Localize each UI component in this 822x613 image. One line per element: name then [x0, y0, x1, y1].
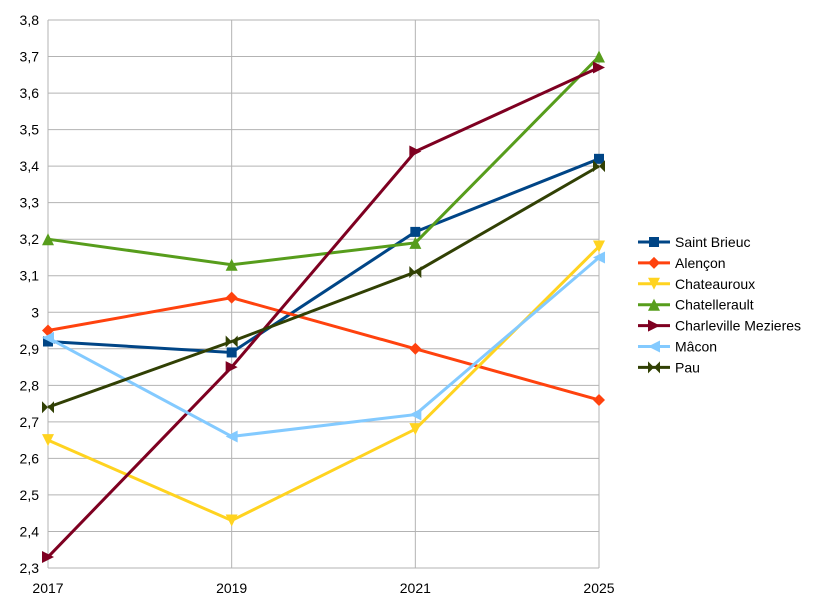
- legend-label: Chateauroux: [675, 276, 755, 292]
- data-point: [648, 298, 660, 311]
- data-point: [225, 430, 238, 443]
- y-tick-label: 3,2: [20, 231, 40, 247]
- series-line: [47, 55, 601, 267]
- legend-item: Chateauroux: [638, 276, 755, 292]
- legend-item: Mâcon: [638, 339, 717, 355]
- y-tick-label: 3,8: [20, 12, 40, 28]
- data-point: [225, 514, 238, 527]
- data-point: [648, 319, 660, 332]
- y-tick-label: 3,1: [20, 268, 40, 284]
- data-point: [593, 251, 605, 264]
- data-point: [42, 551, 54, 564]
- data-point: [42, 401, 54, 414]
- x-tick-label: 2017: [32, 580, 63, 596]
- legend-label: Charleville Mezieres: [675, 318, 801, 334]
- legend-label: Saint Brieuc: [675, 234, 750, 250]
- series-line: [47, 157, 600, 354]
- data-point: [42, 331, 54, 344]
- data-point: [409, 423, 422, 436]
- legend-label: Pau: [675, 359, 700, 375]
- data-point: [226, 347, 237, 358]
- series-line: [47, 164, 600, 409]
- data-point: [409, 342, 422, 355]
- legend-label: Alençon: [675, 255, 726, 271]
- data-point: [225, 291, 238, 304]
- legend-item: Alençon: [638, 255, 726, 271]
- data-point: [593, 50, 605, 63]
- data-point: [410, 226, 421, 237]
- series-alençon: [42, 291, 605, 406]
- legend-label: Mâcon: [675, 339, 717, 355]
- data-point: [225, 258, 238, 271]
- y-tick-label: 3,3: [20, 195, 40, 211]
- series-pau: [42, 160, 605, 414]
- y-tick-label: 2,6: [20, 450, 40, 466]
- data-point: [42, 233, 54, 246]
- data-point: [593, 393, 605, 406]
- y-tick-label: 3: [31, 304, 39, 320]
- data-point: [43, 336, 53, 347]
- data-point: [225, 335, 238, 348]
- x-tick-label: 2021: [400, 580, 431, 596]
- series-line: [47, 296, 600, 402]
- data-point: [648, 340, 660, 353]
- data-point: [225, 361, 238, 374]
- data-point: [409, 266, 422, 279]
- series-line: [47, 256, 600, 439]
- legend-item: Charleville Mezieres: [638, 318, 801, 334]
- data-point: [409, 145, 422, 158]
- legend-item: Pau: [638, 359, 700, 375]
- series-chateauroux: [42, 240, 605, 527]
- y-tick-label: 2,4: [20, 523, 40, 539]
- legend-item: Saint Brieuc: [638, 234, 750, 250]
- y-tick-label: 2,7: [20, 414, 40, 430]
- y-tick-label: 3,4: [20, 158, 40, 174]
- y-tick-label: 2,3: [20, 560, 40, 576]
- legend-label: Chatellerault: [675, 297, 754, 313]
- data-point: [409, 408, 422, 421]
- series-mâcon: [42, 251, 605, 443]
- data-point: [593, 160, 605, 173]
- data-point: [42, 434, 54, 447]
- legend-item: Chatellerault: [638, 297, 754, 313]
- data-point: [649, 237, 659, 247]
- y-tick-label: 3,5: [20, 122, 40, 138]
- series-chatellerault: [42, 50, 605, 271]
- y-tick-label: 3,6: [20, 85, 40, 101]
- y-tick-label: 3,7: [20, 49, 40, 65]
- series-saint-brieuc: [43, 153, 604, 358]
- data-point: [648, 256, 660, 269]
- data-point: [593, 61, 605, 74]
- data-point: [594, 153, 604, 164]
- y-tick-label: 2,8: [20, 377, 40, 393]
- series-line: [46, 66, 600, 559]
- x-tick-label: 2019: [216, 580, 247, 596]
- x-tick-label: 2025: [583, 580, 614, 596]
- data-point: [648, 277, 660, 290]
- y-tick-label: 2,5: [20, 487, 40, 503]
- data-point: [593, 240, 605, 253]
- y-tick-label: 2,9: [20, 341, 40, 357]
- series-charleville-mezieres: [42, 61, 605, 564]
- data-point: [648, 361, 660, 374]
- data-point: [409, 236, 422, 249]
